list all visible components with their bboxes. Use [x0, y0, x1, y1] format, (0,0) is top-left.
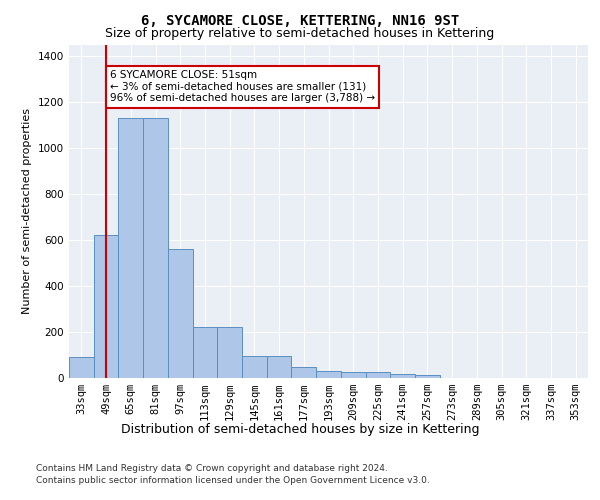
Bar — [193, 327, 217, 378]
Bar — [94, 236, 118, 378]
Text: Contains public sector information licensed under the Open Government Licence v3: Contains public sector information licen… — [36, 476, 430, 485]
Bar — [415, 375, 440, 378]
Bar — [217, 327, 242, 378]
Bar — [365, 372, 390, 378]
Bar — [143, 118, 168, 378]
Text: 6 SYCAMORE CLOSE: 51sqm
← 3% of semi-detached houses are smaller (131)
96% of se: 6 SYCAMORE CLOSE: 51sqm ← 3% of semi-det… — [110, 70, 375, 103]
Bar — [242, 356, 267, 378]
Text: Size of property relative to semi-detached houses in Kettering: Size of property relative to semi-detach… — [106, 28, 494, 40]
Bar — [390, 374, 415, 378]
Text: 6, SYCAMORE CLOSE, KETTERING, NN16 9ST: 6, SYCAMORE CLOSE, KETTERING, NN16 9ST — [141, 14, 459, 28]
Text: Contains HM Land Registry data © Crown copyright and database right 2024.: Contains HM Land Registry data © Crown c… — [36, 464, 388, 473]
Bar — [292, 367, 316, 378]
Text: Distribution of semi-detached houses by size in Kettering: Distribution of semi-detached houses by … — [121, 422, 479, 436]
Bar — [118, 118, 143, 378]
Bar — [316, 370, 341, 378]
Bar — [341, 372, 365, 378]
Bar — [267, 356, 292, 378]
Y-axis label: Number of semi-detached properties: Number of semi-detached properties — [22, 108, 32, 314]
Bar — [168, 249, 193, 378]
Bar — [69, 357, 94, 378]
